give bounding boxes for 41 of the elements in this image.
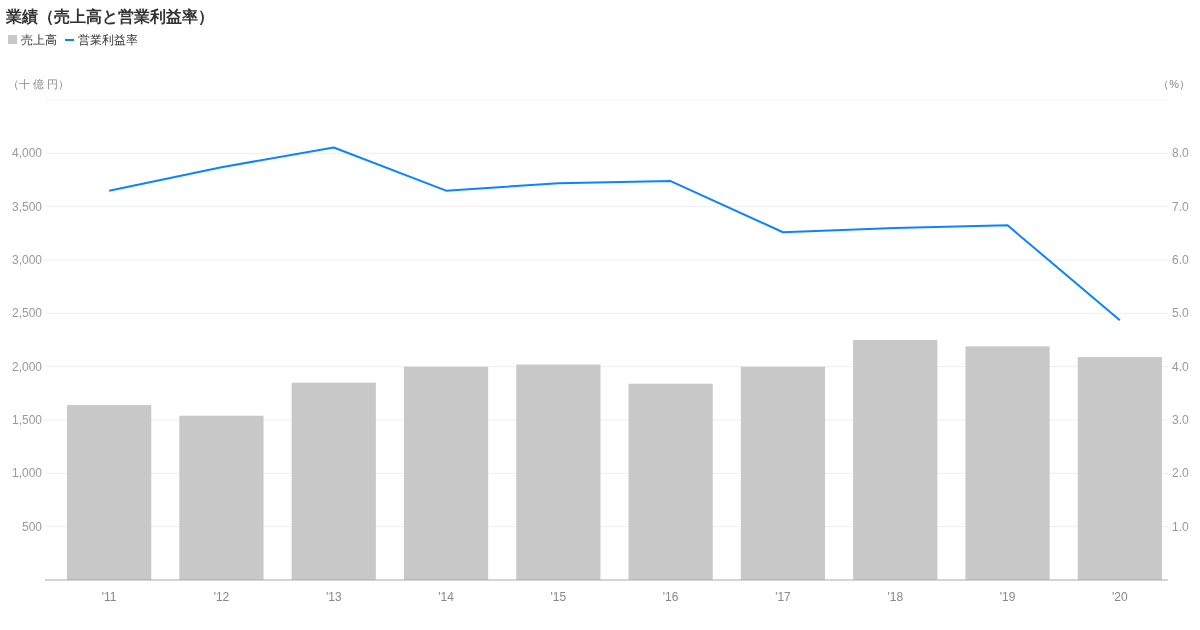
y-tick-label: 1,500 [11,413,43,427]
y2-tick-label: 6.0 [1172,253,1190,267]
y2-tick-label: 7.0 [1172,199,1190,214]
legend-label: 売上高 [21,33,57,47]
bar [853,340,938,580]
y2-tick-label: 4.0 [1172,359,1190,374]
bar [67,405,152,580]
bar [403,366,489,580]
y-tick-label: 3,000 [11,253,43,267]
bar [1077,357,1162,580]
x-tick-label: '11 [101,590,117,604]
x-tick-label: '13 [325,590,342,604]
x-tick-label: '19 [999,590,1016,604]
bar [628,383,713,580]
bar [740,366,826,580]
y-tick-label: 500 [21,519,43,534]
x-tick-label: '16 [662,590,679,604]
x-tick-label: '20 [1112,590,1128,604]
y-axis-title: （十 億 円） [8,78,70,90]
x-tick-label: '15 [550,590,567,604]
y2-tick-label: 5.0 [1172,306,1190,321]
y-tick-label: 2,000 [11,359,43,374]
y-tick-label: 4,000 [11,146,43,161]
y-tick-label: 3,500 [11,199,43,214]
x-tick-label: '17 [775,590,792,604]
y-tick-label: 1,000 [11,466,43,481]
bar [291,382,376,580]
y2-tick-label: 3.0 [1172,413,1190,427]
bar [516,364,601,580]
y2-tick-label: 1.0 [1172,519,1190,534]
y2-tick-label: 8.0 [1172,146,1190,161]
chart-title: 業績（売上高と営業利益率） [5,7,214,26]
x-tick-label: '12 [213,590,230,604]
legend-label: 営業利益率 [78,33,138,47]
y-tick-label: 2,500 [11,306,43,321]
y2-tick-label: 2.0 [1172,466,1190,481]
bar [179,415,264,580]
bar [965,346,1050,580]
y2-axis-title: （%） [1158,78,1190,90]
x-tick-label: '18 [887,590,904,604]
x-tick-label: '14 [438,590,455,604]
